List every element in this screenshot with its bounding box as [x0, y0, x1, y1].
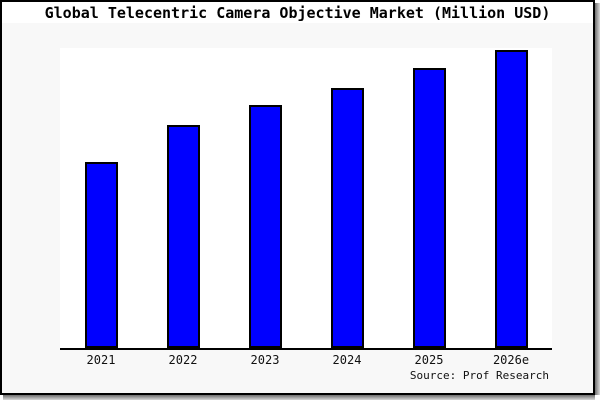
x-tick-label-2025: 2025: [414, 353, 444, 367]
drop-shadow-bottom: [3, 395, 595, 400]
x-tick-label-2024: 2024: [332, 353, 362, 367]
x-tick-label-2023: 2023: [250, 353, 280, 367]
bar-slot: [142, 48, 224, 348]
bar-2024: [330, 88, 364, 348]
bar-slot: [60, 48, 142, 348]
bar-2023: [248, 105, 282, 348]
bar-slot: [388, 48, 470, 348]
bar-2026e: [494, 50, 528, 348]
bar-2022: [166, 125, 200, 348]
drop-shadow-right: [595, 3, 600, 395]
bar-slot: [470, 48, 552, 348]
figure-area: 2021 2022 2023 2024 2025 2026e Source: Prof R…: [2, 23, 593, 393]
source-note: Source: Prof Research: [409, 369, 549, 382]
plot-area: [60, 48, 552, 350]
chart-title: Global Telecentric Camera Objective Mark…: [44, 4, 551, 22]
chart-frame: Global Telecentric Camera Objective Mark…: [0, 0, 595, 395]
bar-group: [60, 48, 552, 348]
x-tick-label-2021: 2021: [86, 353, 116, 367]
x-axis-labels: 2021 2022 2023 2024 2025 2026e: [60, 354, 552, 366]
bar-slot: [224, 48, 306, 348]
bar-2025: [412, 68, 446, 348]
x-tick-label-2022: 2022: [168, 353, 198, 367]
x-tick-label-2026e: 2026e: [492, 353, 530, 367]
bar-2021: [84, 162, 118, 348]
bar-slot: [306, 48, 388, 348]
